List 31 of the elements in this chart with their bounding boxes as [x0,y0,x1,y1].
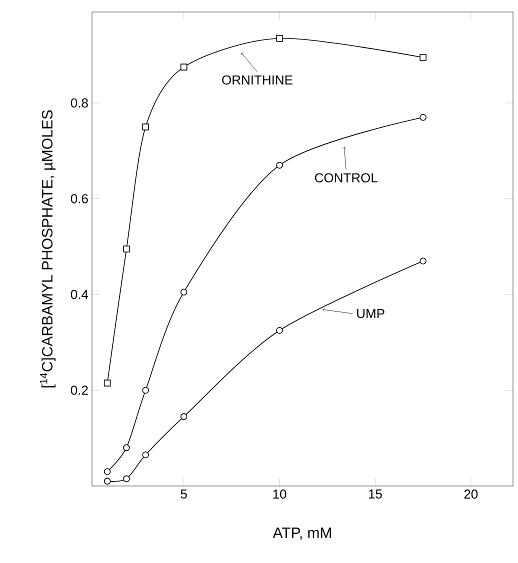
point [142,451,149,458]
point [123,444,130,452]
y-tick-label: 0.8 [70,98,88,108]
point [180,64,188,70]
point [276,162,283,169]
x-tick-label: 10 [273,490,286,499]
y-axis-title: [$^{14}$C]CARBAMYL PHOSPHATE, µMOLES [40,110,56,388]
y-tick-label: 0.2 [70,386,88,395]
point [276,326,283,334]
point [420,54,426,61]
point [123,246,130,252]
y-tick-label: 0.6 [70,194,88,204]
annotation: CONTROL [315,173,378,182]
point [180,413,188,420]
point [104,478,111,485]
x-tick-label: 20 [464,490,478,499]
point [142,386,149,394]
point [276,34,283,42]
point [104,468,111,476]
annotation: ORNITHINE [222,75,292,85]
point [142,124,149,130]
y-tick-label: 0.4 [70,290,88,300]
x-tick-label: 15 [368,490,382,499]
x-tick-label: 5 [180,490,187,499]
x-axis-title: ATP, mM [272,528,331,540]
point [180,288,188,296]
annotation: UMP [357,309,384,318]
point [123,475,130,482]
point [104,380,111,386]
point [420,114,426,121]
point [420,258,426,264]
